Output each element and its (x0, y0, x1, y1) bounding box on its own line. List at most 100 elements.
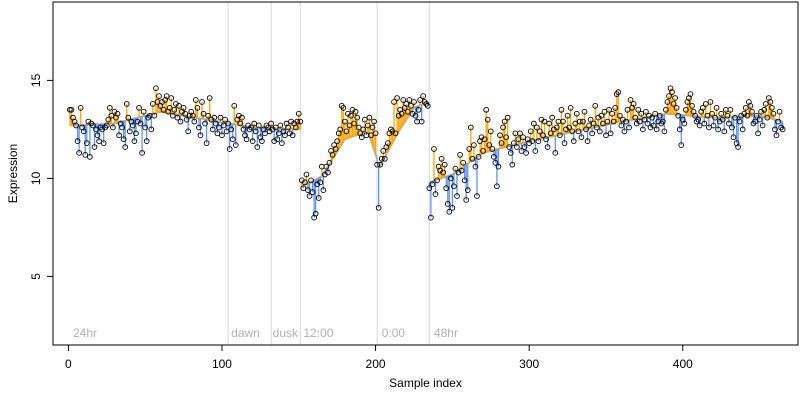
data-point (177, 118, 184, 125)
phase-label: 24hr (73, 326, 97, 340)
data-point (489, 146, 496, 152)
data-point (406, 97, 413, 103)
data-point (302, 179, 308, 186)
data-point (643, 108, 649, 115)
data-point (202, 120, 208, 127)
data-point (255, 122, 262, 129)
data-point (312, 210, 319, 217)
data-point (471, 142, 477, 148)
data-point (626, 124, 632, 131)
data-point (252, 128, 259, 135)
data-point (292, 124, 299, 131)
data-point (354, 114, 360, 121)
data-point (612, 104, 619, 111)
data-point (735, 144, 741, 150)
data-point (176, 103, 182, 109)
data-point (523, 150, 529, 156)
data-point (730, 134, 737, 141)
data-point (369, 124, 376, 131)
data-point (199, 99, 205, 105)
data-point (80, 128, 87, 135)
phase-label: dawn (231, 326, 260, 340)
data-point (211, 114, 218, 121)
data-point (398, 110, 405, 117)
data-point (506, 144, 513, 150)
data-point (587, 116, 594, 123)
data-point (663, 106, 669, 113)
data-point (501, 118, 508, 125)
data-point (424, 103, 431, 109)
data-point (352, 108, 359, 115)
data-point (441, 161, 448, 168)
data-point (756, 116, 763, 123)
data-point (193, 97, 199, 103)
data-point (168, 95, 175, 101)
data-point (110, 124, 116, 131)
x-tick-label: 300 (519, 357, 539, 371)
data-point (434, 177, 440, 184)
data-point (320, 187, 327, 194)
data-point (454, 193, 460, 199)
data-point (251, 120, 258, 127)
data-point (460, 159, 466, 166)
data-point (408, 103, 414, 109)
data-point (151, 112, 158, 119)
data-point (160, 106, 167, 113)
data-point (126, 128, 133, 135)
data-point (197, 132, 204, 139)
data-point (713, 104, 720, 111)
data-point (375, 204, 382, 211)
data-point (342, 118, 348, 125)
data-point (543, 136, 549, 143)
data-point (678, 142, 685, 148)
data-point (303, 171, 310, 178)
data-point (108, 112, 115, 119)
data-point (275, 130, 282, 137)
data-point (534, 124, 540, 131)
data-point (449, 204, 456, 211)
data-point (206, 95, 213, 101)
data-point (466, 146, 473, 152)
data-point (764, 114, 771, 121)
data-point (592, 103, 599, 109)
x-tick-label: 100 (212, 357, 232, 371)
data-point (535, 138, 542, 145)
data-point (90, 122, 96, 129)
data-point (463, 197, 470, 203)
data-point (772, 126, 778, 133)
data-point (343, 128, 350, 135)
data-point (514, 144, 520, 150)
data-point (143, 138, 150, 145)
data-point (105, 116, 112, 123)
data-point (91, 144, 98, 150)
data-point (381, 155, 388, 162)
data-point (232, 142, 239, 148)
data-point (656, 112, 663, 119)
data-point (308, 177, 314, 184)
data-point (701, 120, 708, 127)
data-point (332, 146, 339, 152)
data-point (130, 122, 136, 129)
data-point (415, 106, 422, 113)
data-point (507, 150, 514, 156)
data-point (652, 110, 658, 117)
data-point (239, 114, 245, 121)
data-point (119, 124, 125, 131)
data-point (420, 93, 427, 99)
data-point (681, 120, 688, 127)
x-axis-title: Sample index (389, 376, 462, 390)
data-point (220, 122, 227, 129)
data-point (532, 148, 539, 154)
data-point (558, 106, 565, 113)
data-point (635, 106, 642, 113)
data-point (732, 114, 738, 121)
data-point (103, 122, 110, 129)
data-point (120, 136, 127, 143)
data-point (417, 97, 423, 103)
data-point (604, 118, 611, 125)
data-point (183, 116, 190, 123)
data-point (624, 106, 631, 113)
data-point (669, 89, 675, 96)
data-point (114, 110, 121, 117)
data-point (553, 124, 560, 131)
